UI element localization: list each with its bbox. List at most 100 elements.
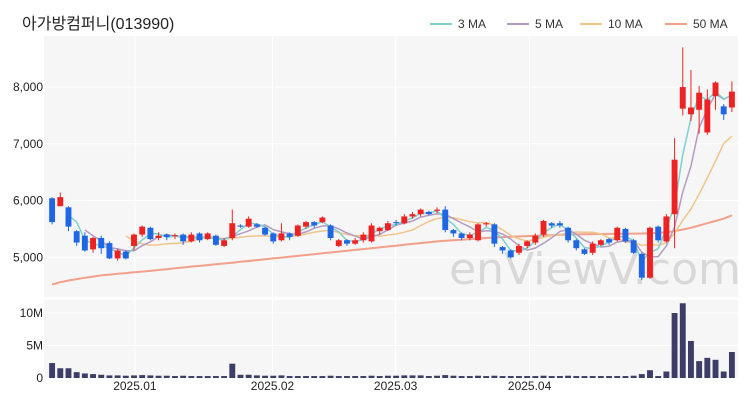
volume-bar xyxy=(581,376,588,378)
ma3-line xyxy=(68,90,733,263)
candle-body xyxy=(229,223,236,238)
candle-body xyxy=(376,227,383,232)
candle xyxy=(147,226,154,241)
candle xyxy=(212,234,219,246)
candle xyxy=(286,232,293,241)
candle-body xyxy=(139,226,146,235)
candle xyxy=(270,232,277,244)
candle xyxy=(229,209,236,241)
candle-body xyxy=(122,251,129,259)
candle-body xyxy=(221,240,228,246)
candle-body xyxy=(311,222,318,226)
candle xyxy=(155,232,162,241)
candle-body xyxy=(278,233,285,241)
candle xyxy=(401,214,408,225)
volume-tick-label: 0 xyxy=(36,371,43,385)
candle-layer xyxy=(49,47,735,280)
volume-bar xyxy=(688,340,694,378)
candle-body xyxy=(622,228,629,242)
volume-bar xyxy=(655,376,662,378)
price-tick-label: 5,000 xyxy=(13,250,43,264)
candle xyxy=(180,233,187,245)
volume-bar xyxy=(401,375,408,378)
volume-bar xyxy=(229,363,236,378)
volume-bar xyxy=(597,376,604,378)
candle xyxy=(630,239,637,254)
candle xyxy=(556,220,563,228)
candle xyxy=(655,225,662,243)
volume-bar xyxy=(122,375,129,378)
candle xyxy=(704,89,711,135)
candle-body xyxy=(704,99,711,133)
candle xyxy=(516,243,522,256)
candle-body xyxy=(712,82,719,97)
volume-bar xyxy=(278,375,285,378)
candle-body xyxy=(155,235,162,238)
volume-bar xyxy=(589,376,596,378)
volume-bar xyxy=(114,375,121,378)
volume-tick-labels: 0 5M 10M xyxy=(20,306,44,385)
candle-body xyxy=(237,225,244,227)
candle-body xyxy=(556,223,563,226)
candle-body xyxy=(368,225,375,242)
candle-body xyxy=(647,227,653,278)
candle xyxy=(294,224,301,237)
candle xyxy=(712,81,719,110)
candle xyxy=(728,81,735,113)
candle-body xyxy=(172,235,178,237)
volume-bar xyxy=(548,376,555,378)
candle xyxy=(139,225,146,237)
candle-body xyxy=(409,214,416,217)
volume-bar xyxy=(647,370,653,378)
candle-body xyxy=(81,235,88,251)
candle xyxy=(483,222,490,227)
volume-bar xyxy=(131,375,137,378)
candle-body xyxy=(630,240,637,253)
candle-body xyxy=(491,224,498,244)
candle xyxy=(475,223,481,242)
candle xyxy=(106,241,113,259)
candle xyxy=(597,239,604,246)
candle xyxy=(384,220,391,232)
candle xyxy=(638,252,645,280)
volume-bar xyxy=(499,376,506,378)
candle xyxy=(450,228,457,237)
candle xyxy=(81,232,88,252)
candle xyxy=(589,241,596,256)
candle xyxy=(647,226,653,279)
candle xyxy=(696,85,703,134)
volume-layer xyxy=(49,303,735,378)
candle xyxy=(221,237,228,248)
volume-bar xyxy=(409,375,416,378)
candle-body xyxy=(606,239,612,243)
candle-body xyxy=(638,253,645,278)
candle-body xyxy=(384,223,391,231)
candle-body xyxy=(663,216,670,242)
candle-body xyxy=(720,106,727,115)
legend: 3 MA 5 MA 10 MA 50 MA xyxy=(430,17,728,31)
candle-body xyxy=(65,207,72,227)
legend-label: 5 MA xyxy=(535,17,563,31)
candle-body xyxy=(442,209,449,231)
candle-body xyxy=(286,233,293,237)
candle-body xyxy=(483,223,490,225)
volume-bar xyxy=(237,374,244,378)
candle xyxy=(319,216,326,224)
candle xyxy=(204,232,211,241)
candle xyxy=(499,245,506,254)
candle xyxy=(368,223,375,243)
volume-bar xyxy=(335,376,342,378)
volume-bar xyxy=(442,375,449,378)
candle-body xyxy=(458,233,465,238)
volume-bar xyxy=(720,371,727,378)
date-tick-label: 2025.03 xyxy=(374,379,418,393)
ma3-line-layer xyxy=(68,90,733,263)
volume-panel-background xyxy=(44,300,738,378)
candle xyxy=(196,232,203,243)
volume-bar xyxy=(106,375,113,378)
volume-bar xyxy=(98,374,105,378)
candle xyxy=(548,222,555,228)
candle-body xyxy=(548,223,555,226)
candle xyxy=(425,210,432,216)
volume-bar xyxy=(434,375,440,378)
